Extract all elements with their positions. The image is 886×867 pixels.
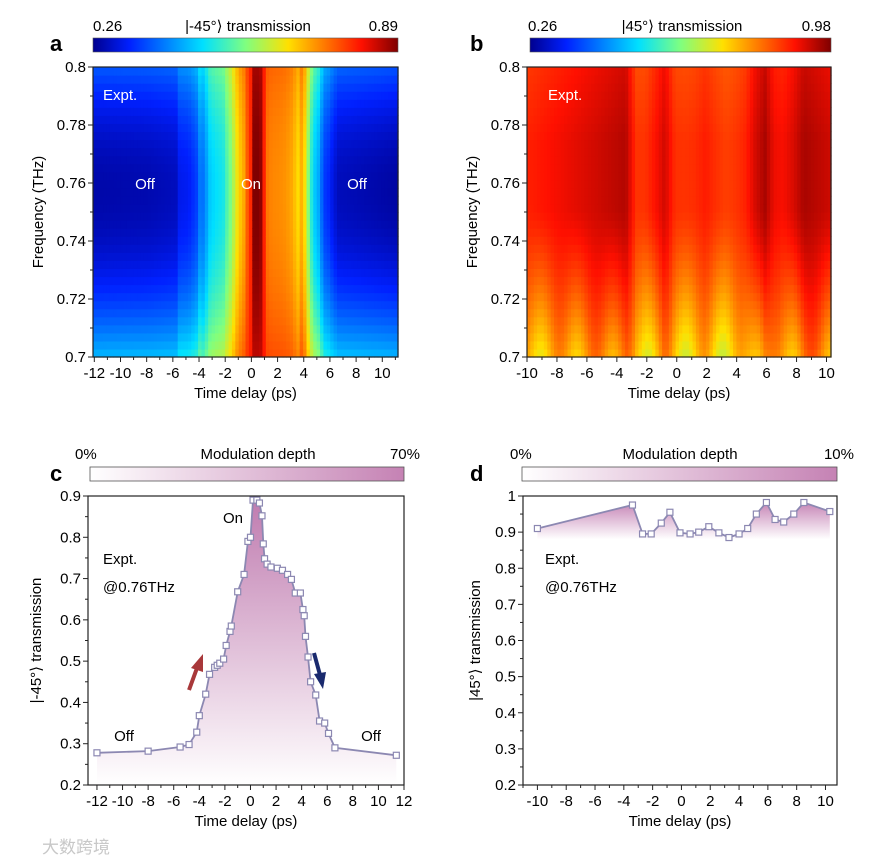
- colorbar-c-title: Modulation depth: [200, 446, 315, 463]
- x-tick-label: -10: [110, 365, 132, 382]
- x-tick-label: -8: [140, 365, 153, 382]
- x-tick-label: -2: [219, 365, 232, 382]
- colorbar-b-min: 0.26: [528, 18, 557, 35]
- colorbar-c-max: 70%: [390, 446, 420, 463]
- x-tick-label: 8: [352, 365, 360, 382]
- x-tick-label: -6: [166, 365, 179, 382]
- panel-label-b: b: [470, 31, 483, 56]
- colorbar-a: 0.26 |-45°⟩ transmission 0.89: [93, 18, 398, 52]
- colorbar-c-min: 0%: [75, 446, 97, 463]
- y-tick-label: 0.7: [65, 349, 86, 366]
- y-tick-label: 0.74: [57, 233, 86, 250]
- panel-label-d: d: [470, 461, 483, 486]
- x-tick-label: -12: [83, 365, 105, 382]
- x-axis-label: Time delay (ps): [194, 385, 297, 402]
- panel-label-c: c: [50, 461, 62, 486]
- colorbar-c: 0% Modulation depth 70%: [75, 446, 420, 481]
- x-tick-label: -4: [192, 365, 205, 382]
- y-tick-label: 0.8: [65, 59, 86, 76]
- colorbar-d-max: 10%: [824, 446, 854, 463]
- x-tick-label: 10: [374, 365, 391, 382]
- plot-a: -12 -10 -8 -6 -4 -2 0 2 4 6 8 10 0.7 0.72 0.74 0.76 0.78…: [30, 59, 399, 402]
- colorbar-d: 0% Modulation depth 10%: [510, 446, 854, 481]
- colorbar-d-min: 0%: [510, 446, 532, 463]
- panel-label-a: a: [50, 31, 63, 56]
- y-axis-label: Frequency (THz): [30, 156, 47, 269]
- x-tick-label: 4: [300, 365, 308, 382]
- x-tick-label: 6: [326, 365, 334, 382]
- colorbar-a-min: 0.26: [93, 18, 122, 35]
- colorbar-a-max: 0.89: [369, 18, 398, 35]
- colorbar-d-title: Modulation depth: [622, 446, 737, 463]
- x-tick-label: 0: [247, 365, 255, 382]
- colorbar-a-title: |-45°⟩ transmission: [185, 18, 311, 35]
- y-tick-label: 0.72: [57, 291, 86, 308]
- colorbar-b-max: 0.98: [802, 18, 831, 35]
- x-tick-label: 2: [273, 365, 281, 382]
- y-tick-label: 0.76: [57, 175, 86, 192]
- y-tick-label: 0.78: [57, 117, 86, 134]
- colorbar-b: 0.26 |45°⟩ transmission 0.98: [528, 18, 831, 52]
- colorbar-b-title: |45°⟩ transmission: [622, 18, 743, 35]
